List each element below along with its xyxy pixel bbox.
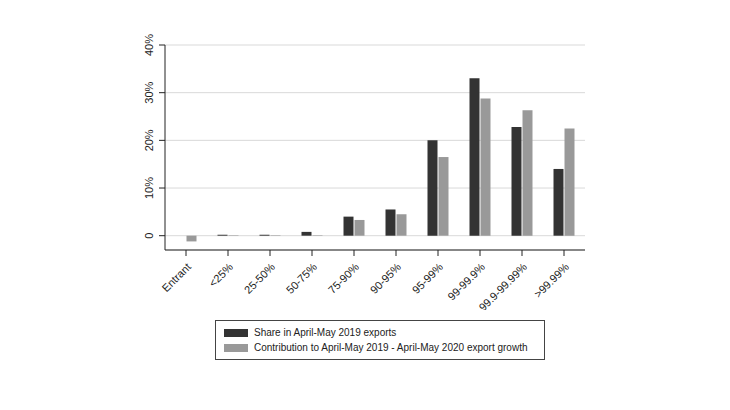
svg-text:25-50%: 25-50% [242,260,277,295]
html-text:Share in April-May 2019 export: Share in April-May 2019 exports [254,327,397,338]
svg-text:90-95%: 90-95% [368,260,403,295]
svg-text:75-90%: 75-90% [326,260,361,295]
html-text:Contribution to April-May 2019: Contribution to April-May 2019 - April-M… [254,342,528,353]
svg-text:10%: 10% [143,177,155,199]
svg-text:95-99%: 95-99% [410,260,445,295]
svg-text:99-99.9%: 99-99.9% [445,260,487,302]
svg-text:99.9-99.99%: 99.9-99.99% [476,260,529,310]
svg-text:<25%: <25% [206,260,235,289]
svg-text:50-75%: 50-75% [284,260,319,295]
svg-text:Entrant: Entrant [160,261,194,295]
svg-text:20%: 20% [143,129,155,151]
svg-text:>99.99%: >99.99% [532,260,572,300]
svg-text:0: 0 [143,233,155,239]
svg-text:30%: 30% [143,81,155,103]
svg-text:40%: 40% [143,34,155,56]
